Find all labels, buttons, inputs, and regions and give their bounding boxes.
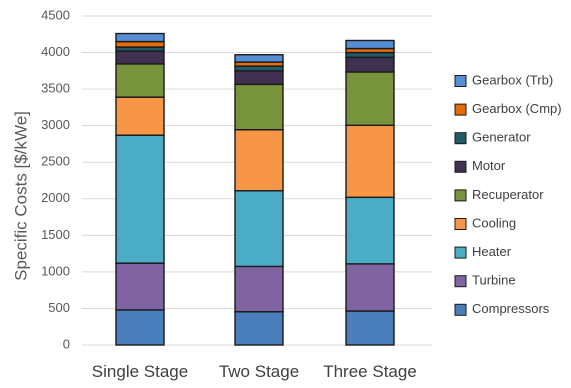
bar-segment	[234, 265, 284, 313]
y-axis-ticks: 0 500 1000 1500 2000 2500 3000 3500 4000 4500	[41, 7, 70, 351]
bar-segment	[115, 50, 165, 65]
y-tick-label: 500	[48, 300, 70, 315]
legend: Gearbox (Trb) Gearbox (Cmp) Generator Motor…	[454, 72, 562, 316]
legend-label: Heater	[472, 244, 512, 259]
bar-segment	[234, 128, 284, 192]
legend-swatch	[454, 103, 467, 116]
y-tick-label: 3000	[41, 117, 70, 132]
bars	[115, 32, 395, 346]
legend-swatch	[454, 189, 467, 202]
bar-segment	[234, 70, 284, 86]
x-category-label: Single Stage	[92, 362, 188, 381]
legend-label: Generator	[472, 130, 531, 145]
bar-segment	[115, 96, 165, 136]
y-tick-label: 1500	[41, 227, 70, 242]
x-axis-categories: Single Stage Two Stage Three Stage	[92, 362, 417, 381]
legend-label: Compressors	[472, 301, 550, 316]
y-tick-label: 1000	[41, 263, 70, 278]
legend-swatch	[454, 275, 467, 288]
legend-label: Recuperator	[472, 187, 544, 202]
bar-segment	[345, 71, 395, 127]
y-tick-label: 3500	[41, 81, 70, 96]
legend-swatch	[454, 75, 467, 87]
y-tick-label: 0	[63, 336, 70, 351]
x-category-label: Three Stage	[323, 362, 417, 381]
legend-swatch	[454, 246, 467, 259]
bar-segment	[115, 40, 165, 48]
y-tick-label: 4000	[41, 44, 70, 59]
bar-segment	[345, 56, 395, 73]
y-tick-label: 2500	[41, 154, 70, 169]
legend-label: Turbine	[472, 273, 516, 288]
bar-segment	[234, 311, 284, 346]
bar-segment	[345, 196, 395, 265]
legend-label: Motor	[472, 158, 506, 173]
legend-swatch	[454, 218, 467, 230]
bar-segment	[234, 65, 284, 72]
bar-segment	[115, 63, 165, 98]
bar-segment	[115, 32, 165, 43]
legend-label: Gearbox (Cmp)	[472, 101, 562, 116]
bar-segment	[234, 54, 284, 63]
legend-label: Cooling	[472, 215, 516, 230]
bar-segment	[345, 51, 395, 59]
legend-label: Gearbox (Trb)	[472, 72, 553, 87]
legend-swatch	[454, 160, 467, 173]
bar-segment	[234, 190, 284, 268]
y-tick-label: 4500	[41, 7, 70, 22]
x-category-label: Two Stage	[219, 362, 299, 381]
bar-segment	[345, 263, 395, 312]
bar-segment	[345, 310, 395, 346]
bar-segment	[345, 124, 395, 199]
bar-segment	[234, 83, 284, 131]
legend-swatch	[454, 132, 467, 145]
y-tick-label: 2000	[41, 190, 70, 205]
y-axis-title: Specific Costs [$/kWe]	[11, 111, 30, 281]
bar-segment	[115, 262, 165, 311]
bar-segment	[115, 134, 165, 264]
bar-segment	[345, 39, 395, 50]
bar-segment	[115, 309, 165, 346]
legend-swatch	[454, 303, 467, 316]
